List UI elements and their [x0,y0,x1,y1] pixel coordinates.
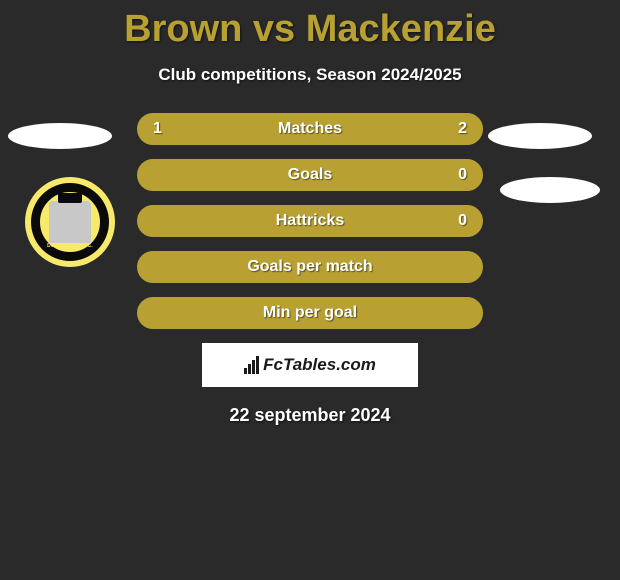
stat-row: Goals0 [137,159,483,191]
watermark-text: FcTables.com [263,355,376,375]
crest-ring: DUMBARTON F.C. [31,183,109,261]
stat-label: Matches [139,120,481,138]
stat-label: Goals [139,166,481,184]
subtitle: Club competitions, Season 2024/2025 [0,65,620,85]
stat-content: 1Matches2 [139,115,481,143]
crest-label: DUMBARTON F.C. [40,243,100,249]
stat-row: Min per goal [137,297,483,329]
watermark: FcTables.com [202,343,418,387]
stat-row: Goals per match [137,251,483,283]
club-crest-left: DUMBARTON F.C. [25,177,115,267]
stat-content: Goals per match [139,253,481,281]
crest-shield-icon [49,201,91,243]
player-right-ellipse [488,123,592,149]
player-left-ellipse [8,123,112,149]
stat-label: Min per goal [139,304,481,322]
chart-icon [244,356,259,374]
date-label: 22 september 2024 [0,405,620,426]
stat-content: Hattricks0 [139,207,481,235]
stat-label: Goals per match [139,258,481,276]
page-title: Brown vs Mackenzie [0,0,620,51]
stat-label: Hattricks [139,212,481,230]
stats-container: 1Matches2 Goals0 Hattricks0 Goals per match… [137,113,483,329]
stat-content: Min per goal [139,299,481,327]
stat-content: Goals0 [139,161,481,189]
stat-row: Hattricks0 [137,205,483,237]
club-right-ellipse [500,177,600,203]
stat-row: 1Matches2 [137,113,483,145]
